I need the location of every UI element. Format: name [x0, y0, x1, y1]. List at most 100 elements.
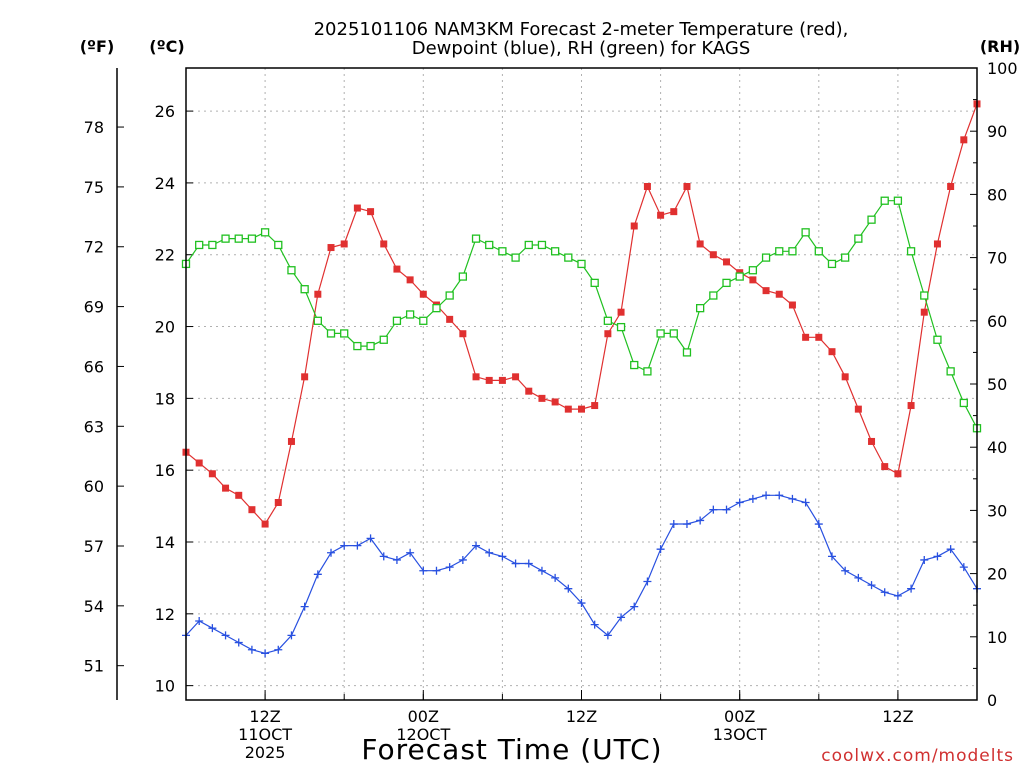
data-point — [353, 204, 361, 212]
data-point — [946, 545, 955, 554]
x-tick-label: 2025 — [245, 743, 286, 762]
rh-axis: 0 10 20 30 40 50 60 70 80 90 100 — [970, 59, 1018, 710]
data-point — [801, 228, 810, 237]
rh-tick-label: 0 — [987, 691, 997, 710]
data-point — [827, 552, 836, 561]
celsius-tick-label: 24 — [155, 174, 175, 193]
data-point — [722, 505, 731, 514]
x-tick-label: 12OCT — [396, 725, 450, 744]
data-point — [537, 566, 546, 575]
data-point — [208, 624, 217, 633]
x-tick-label: 11OCT — [238, 725, 292, 744]
data-point — [485, 548, 494, 557]
data-point — [933, 335, 942, 344]
data-point — [353, 341, 362, 351]
data-point — [603, 316, 613, 325]
data-point — [313, 316, 322, 325]
data-point — [709, 505, 718, 514]
data-point — [247, 234, 257, 243]
fahrenheit-tick-label: 57 — [84, 537, 104, 556]
data-point — [419, 316, 428, 325]
series-line — [185, 103, 978, 525]
data-point — [458, 272, 468, 281]
data-point — [326, 329, 336, 338]
data-point — [274, 499, 282, 506]
data-point — [498, 376, 506, 384]
data-point — [512, 373, 520, 381]
rh-tick-label: 90 — [987, 122, 1007, 141]
data-point — [709, 251, 717, 259]
data-point — [432, 304, 441, 313]
x-tick-label: 00Z — [408, 707, 439, 726]
data-point — [234, 234, 243, 243]
data-point — [590, 620, 599, 629]
data-point — [235, 491, 243, 499]
data-point — [630, 360, 639, 370]
data-point — [366, 534, 375, 543]
data-point — [616, 322, 626, 332]
data-point — [670, 208, 678, 216]
data-point — [327, 548, 336, 557]
data-point — [880, 588, 889, 597]
rh-unit-label: (RH) — [980, 37, 1020, 56]
data-point — [195, 459, 203, 467]
data-point — [525, 387, 533, 395]
data-point — [300, 285, 309, 294]
data-point — [261, 520, 269, 528]
data-point — [682, 520, 691, 529]
data-point — [472, 373, 480, 381]
data-point — [551, 573, 560, 582]
data-point — [577, 259, 586, 269]
data-point — [537, 240, 547, 250]
data-point — [643, 577, 652, 586]
data-point — [920, 291, 929, 300]
data-point — [459, 330, 467, 338]
fahrenheit-tick-label: 69 — [84, 298, 104, 317]
fahrenheit-tick-label: 72 — [84, 238, 104, 257]
data-point — [379, 552, 388, 561]
series-layer — [181, 100, 982, 658]
series-2-meter-temperature — [182, 100, 981, 528]
data-point — [274, 240, 283, 250]
data-point — [287, 437, 295, 445]
data-point — [340, 240, 348, 248]
celsius-tick-label: 12 — [155, 605, 175, 624]
data-point — [947, 183, 955, 190]
data-point — [222, 484, 230, 492]
data-point — [340, 541, 349, 550]
data-point — [260, 228, 270, 237]
data-point — [748, 494, 757, 503]
data-point — [577, 599, 586, 608]
x-tick-label: 12Z — [882, 707, 913, 726]
celsius-tick-label: 18 — [155, 389, 175, 408]
series-dewpoint — [182, 491, 981, 658]
rh-tick-label: 30 — [987, 501, 1007, 520]
fahrenheit-unit-label: (ºF) — [80, 37, 115, 56]
data-point — [406, 548, 415, 557]
fahrenheit-tick-label: 78 — [84, 118, 104, 137]
data-point — [881, 463, 889, 471]
rh-tick-label: 50 — [987, 375, 1007, 394]
data-point — [313, 570, 322, 579]
data-point — [564, 405, 572, 413]
data-point — [920, 308, 928, 316]
data-point — [511, 559, 520, 568]
data-point — [854, 573, 863, 582]
data-point — [841, 566, 850, 575]
fahrenheit-tick-label: 54 — [84, 597, 104, 616]
data-point — [498, 552, 507, 561]
data-point — [788, 247, 797, 256]
data-point — [723, 258, 731, 266]
data-point — [340, 329, 349, 338]
data-point — [301, 373, 309, 381]
data-point — [419, 290, 427, 298]
data-point — [578, 405, 585, 413]
x-tick-label: 12Z — [566, 707, 597, 726]
data-point — [722, 278, 731, 288]
rh-tick-label: 100 — [987, 59, 1018, 78]
data-point — [682, 348, 692, 357]
celsius-tick-label: 20 — [155, 318, 175, 337]
celsius-unit-label: (ºC) — [149, 37, 184, 56]
fahrenheit-tick-label: 75 — [84, 178, 104, 197]
